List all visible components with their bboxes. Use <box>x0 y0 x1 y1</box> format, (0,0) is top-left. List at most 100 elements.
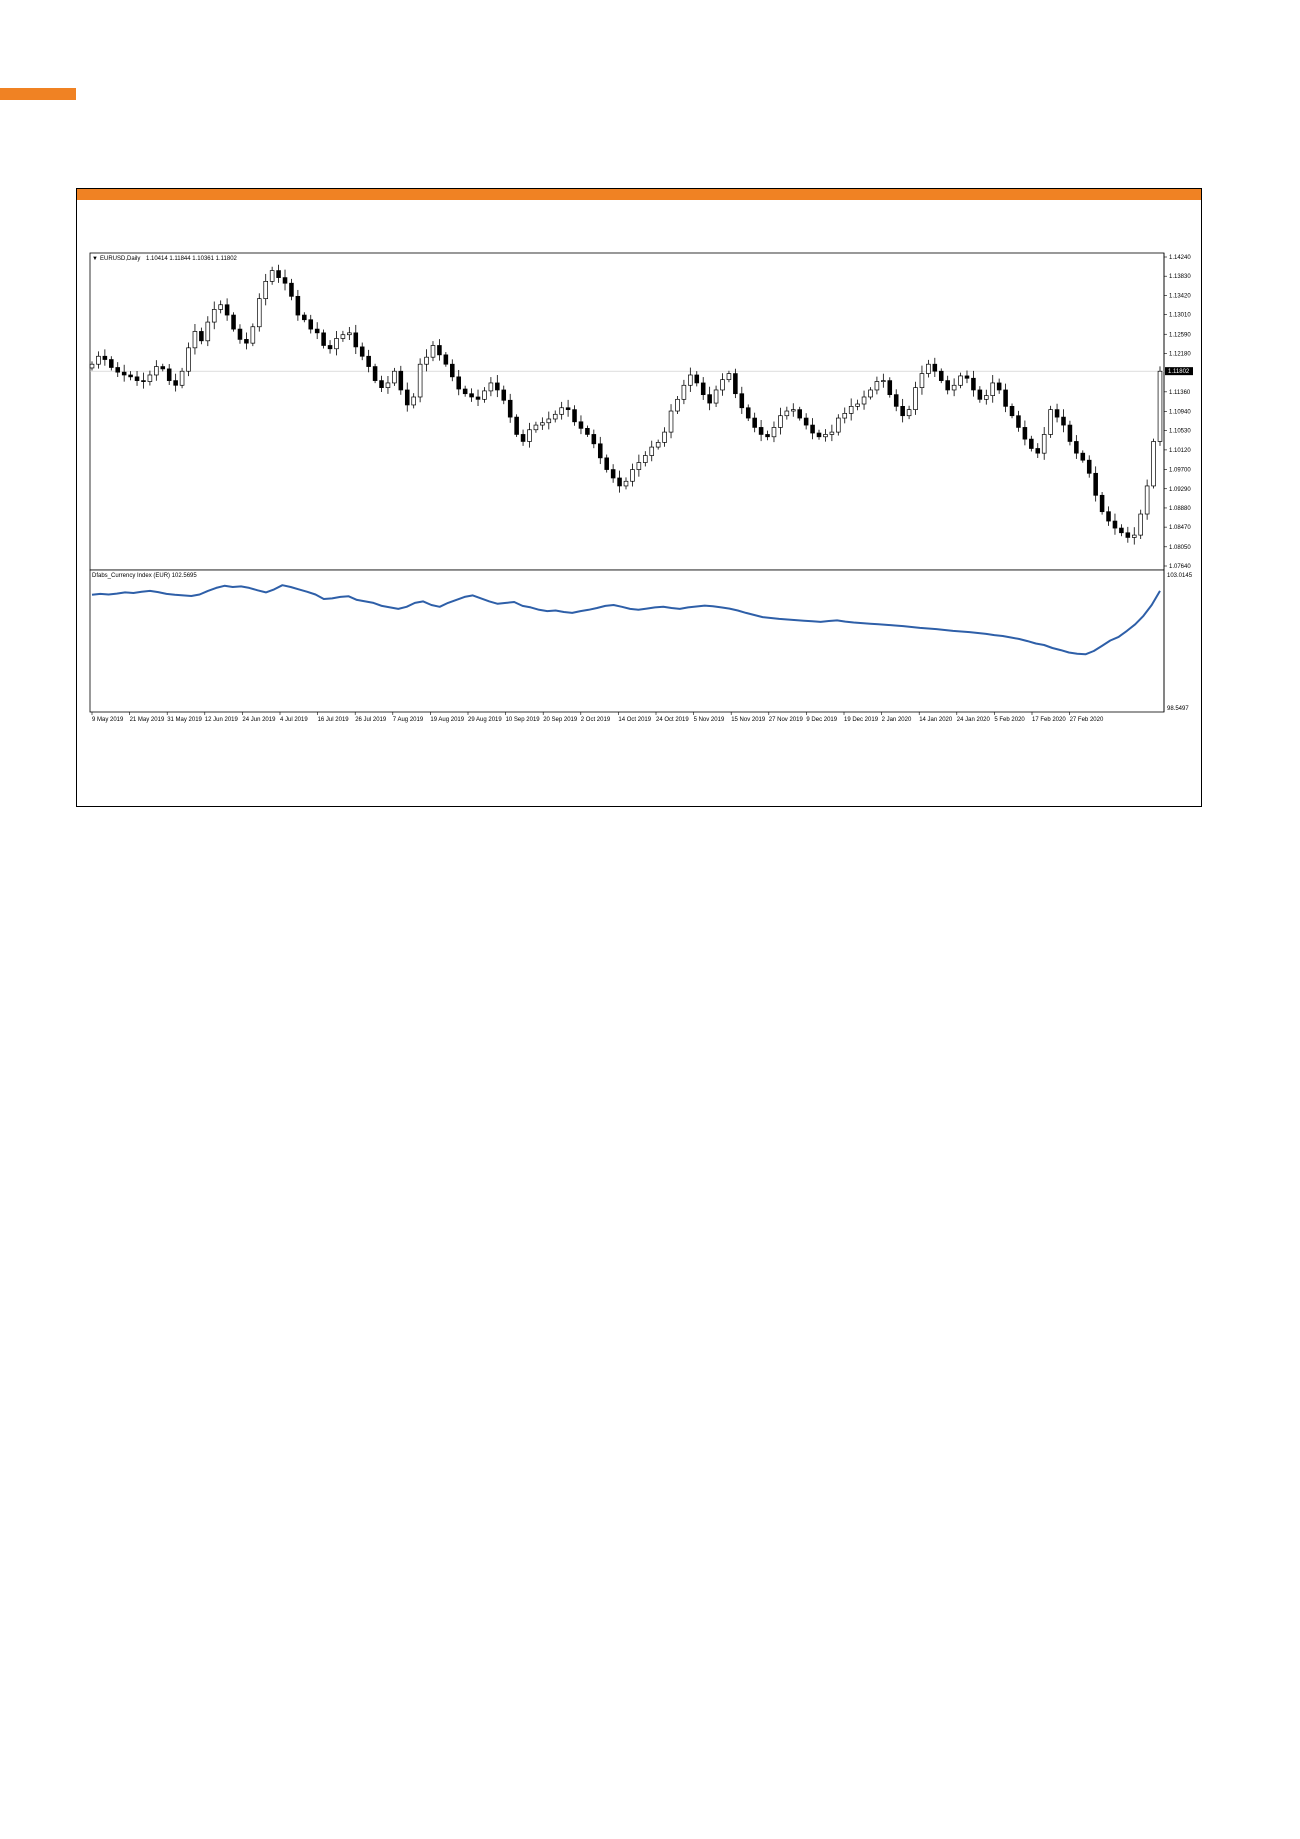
candle-body <box>623 480 629 487</box>
x-tick-label: 5 Feb 2020 <box>994 717 1025 723</box>
candle-body <box>926 363 931 374</box>
x-tick-label: 9 Dec 2019 <box>806 717 837 723</box>
candle-body <box>778 415 783 428</box>
candle-body <box>1138 513 1143 536</box>
candle-body <box>868 389 873 398</box>
price-tick-label: 1.07640 <box>1169 564 1191 570</box>
candle-body <box>244 339 249 344</box>
candle-body <box>520 434 526 442</box>
candle-body <box>147 374 153 382</box>
candle-body <box>996 382 1002 391</box>
candle-body <box>745 407 751 419</box>
x-tick-label: 17 Feb 2020 <box>1032 717 1066 723</box>
price-y-ticks: 1.14240 1.13830 1.13420 1.13010 1.12590 1.121… <box>1164 255 1191 570</box>
candle-body <box>713 389 719 404</box>
candle-body <box>585 428 590 435</box>
price-tick-label: 1.10940 <box>1169 410 1191 416</box>
candle-body <box>314 328 320 334</box>
candle-body <box>495 382 500 391</box>
x-tick-label: 19 Aug 2019 <box>430 717 464 723</box>
candle-body <box>559 407 564 415</box>
candle-body <box>726 373 732 381</box>
x-tick-label: 21 May 2019 <box>130 717 165 723</box>
candle-body <box>430 345 436 358</box>
candle-body <box>417 363 423 398</box>
price-panel <box>89 252 1165 571</box>
price-tick-label: 1.08470 <box>1169 525 1191 531</box>
candle-body <box>1099 494 1105 513</box>
candle-body <box>224 304 230 316</box>
candle-body <box>874 381 880 391</box>
candle-body <box>951 384 957 391</box>
candle-body <box>938 370 944 381</box>
candle-body <box>256 298 262 328</box>
candle-body <box>173 380 178 386</box>
candle-body <box>707 394 712 404</box>
x-tick-label: 24 Oct 2019 <box>656 717 689 723</box>
x-tick-label: 2 Jan 2020 <box>882 717 912 723</box>
chart-canvas: ▼ EURUSD,Daily 1.10414 1.11844 1.10361 1… <box>89 252 1193 723</box>
candle-body <box>179 370 185 386</box>
x-axis-ticks: 9 May 2019 21 May 2019 31 May 2019 12 Jun 2… <box>91 712 1104 723</box>
price-tick-label: 1.09700 <box>1169 468 1191 474</box>
candle-body <box>128 374 133 378</box>
candle-body <box>932 363 938 372</box>
candle-body <box>218 304 223 310</box>
candle-body <box>437 345 442 356</box>
price-tick-label: 1.09290 <box>1169 487 1191 493</box>
candle-body <box>450 363 455 378</box>
x-tick-label: 7 Aug 2019 <box>393 717 424 723</box>
candle-body <box>630 469 635 482</box>
candle-body <box>1054 409 1060 418</box>
candle-body <box>919 373 925 388</box>
candle-body <box>231 314 236 330</box>
candle-body <box>141 380 146 382</box>
candle-body <box>977 389 983 400</box>
candle-body <box>675 398 680 412</box>
x-tick-label: 16 Jul 2019 <box>318 717 350 723</box>
price-tick-label: 1.10530 <box>1169 429 1191 435</box>
candle-body <box>282 277 288 284</box>
candle-body <box>1093 472 1098 496</box>
x-tick-label: 20 Sep 2019 <box>543 717 578 723</box>
candle-body <box>636 462 642 470</box>
candle-body <box>803 417 809 426</box>
candle-body <box>971 377 976 391</box>
index-panel <box>89 569 1165 713</box>
candle-body <box>289 282 294 297</box>
candle-body <box>192 331 198 349</box>
candle-body <box>752 417 757 428</box>
candle-body <box>359 346 365 357</box>
index-series-label: Dfabs_Currency Index (EUR) 102.5695 <box>92 573 197 579</box>
candle-body <box>379 380 384 388</box>
candle-body <box>456 376 462 390</box>
candle-body <box>720 379 725 391</box>
candle-body <box>681 384 687 400</box>
candle-body <box>321 332 326 346</box>
price-tick-label: 1.13010 <box>1169 313 1191 319</box>
candle-body <box>1003 389 1008 407</box>
candle-body <box>945 380 950 391</box>
frame-header-bar <box>77 189 1201 200</box>
candle-body <box>1035 448 1041 454</box>
candle-body <box>984 395 989 400</box>
x-tick-label: 5 Nov 2019 <box>694 717 725 723</box>
dropdown-arrow-icon[interactable]: ▼ <box>92 256 98 262</box>
index-line-series <box>91 584 1161 656</box>
candle-body <box>958 375 963 386</box>
candle-body <box>797 409 802 419</box>
x-tick-label: 31 May 2019 <box>167 717 202 723</box>
x-tick-label: 14 Oct 2019 <box>618 717 651 723</box>
candle-body <box>823 434 828 438</box>
chart-frame: ▼ EURUSD,Daily 1.10414 1.11844 1.10361 1… <box>76 188 1202 807</box>
candle-body <box>733 373 738 395</box>
candle-body <box>398 370 404 391</box>
candle-body <box>1144 485 1150 515</box>
candle-body <box>765 434 770 438</box>
price-tick-label: 1.11360 <box>1169 390 1191 396</box>
price-tick-label: 1.13830 <box>1169 274 1191 280</box>
candle-body <box>295 295 301 316</box>
candle-body <box>836 417 841 433</box>
x-tick-label: 12 Jun 2019 <box>205 717 239 723</box>
candle-body <box>881 380 886 382</box>
